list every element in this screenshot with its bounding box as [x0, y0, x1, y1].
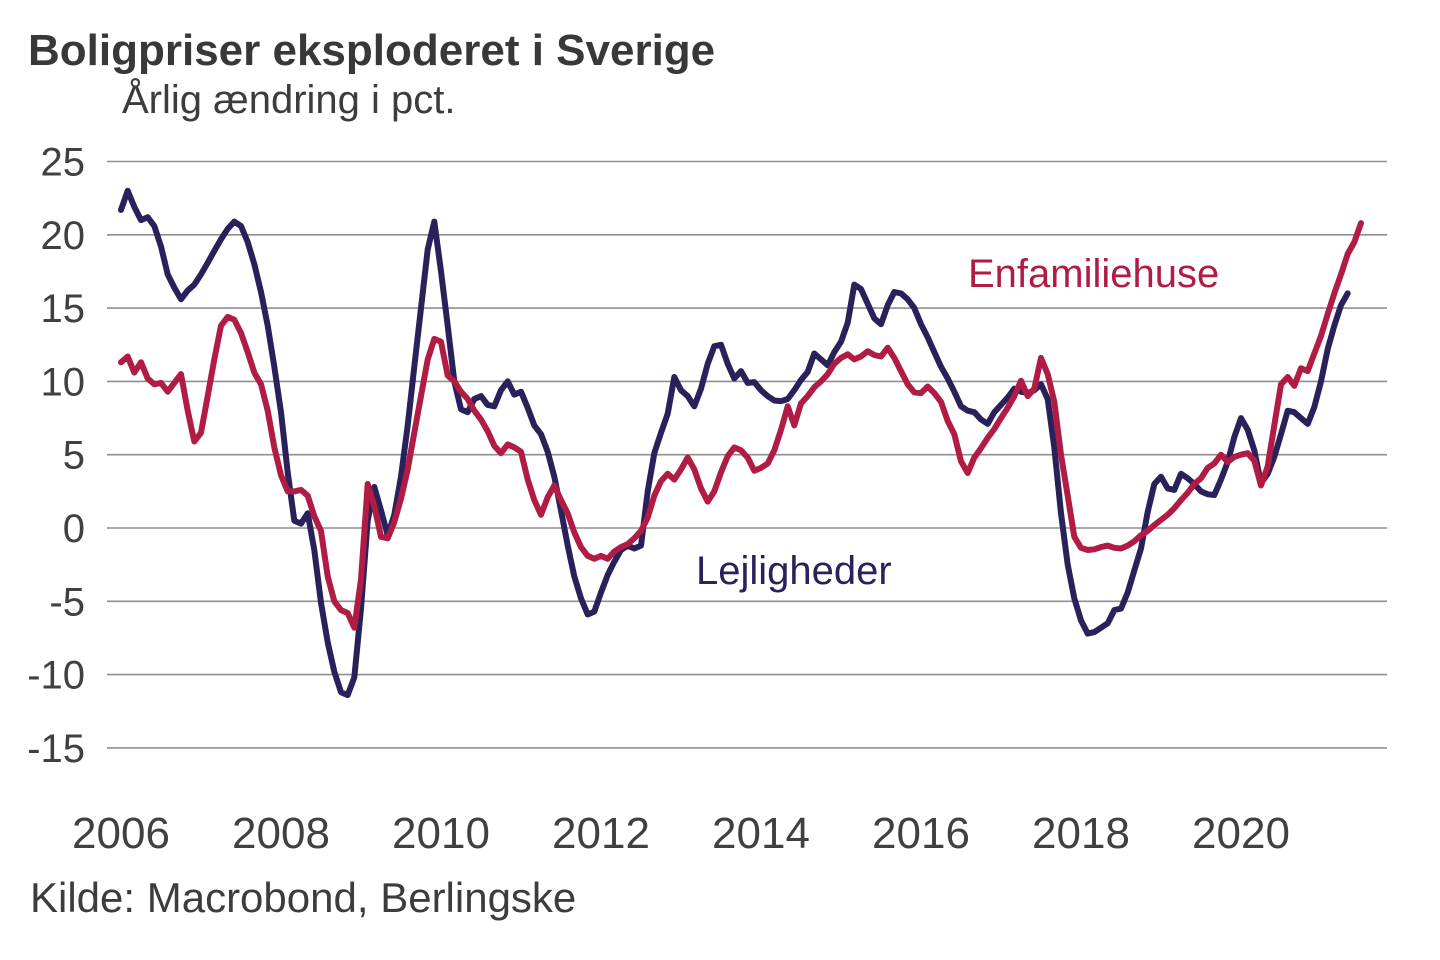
y-tick-label: 5: [63, 434, 85, 478]
series-label-enfamiliehuse: Enfamiliehuse: [968, 252, 1220, 296]
y-tick-label: 0: [63, 507, 85, 551]
x-tick-label: 2010: [392, 809, 490, 858]
x-tick-label: 2016: [872, 809, 970, 858]
y-tick-label: -5: [49, 580, 85, 624]
x-tick-label: 2020: [1192, 809, 1290, 858]
x-tick-label: 2012: [552, 809, 650, 858]
y-tick-label: 20: [41, 214, 86, 258]
y-tick-label: -15: [27, 727, 85, 771]
source-note: Kilde: Macrobond, Berlingske: [30, 874, 577, 921]
x-tick-label: 2006: [72, 809, 170, 858]
x-tick-label: 2008: [232, 809, 330, 858]
series-line-enfamiliehuse: [118, 220, 1364, 631]
x-tick-label: 2018: [1032, 809, 1130, 858]
x-tick-label: 2014: [712, 809, 810, 858]
chart-subtitle: Årlig ændring i pct.: [122, 78, 456, 122]
y-tick-label: -10: [27, 654, 85, 698]
chart-title: Boligpriser eksploderet i Sverige: [28, 26, 716, 75]
y-tick-label: 15: [41, 287, 86, 331]
y-tick-label: 10: [41, 360, 86, 404]
series-label-lejligheder: Lejligheder: [696, 549, 892, 593]
y-tick-label: 25: [41, 141, 86, 185]
